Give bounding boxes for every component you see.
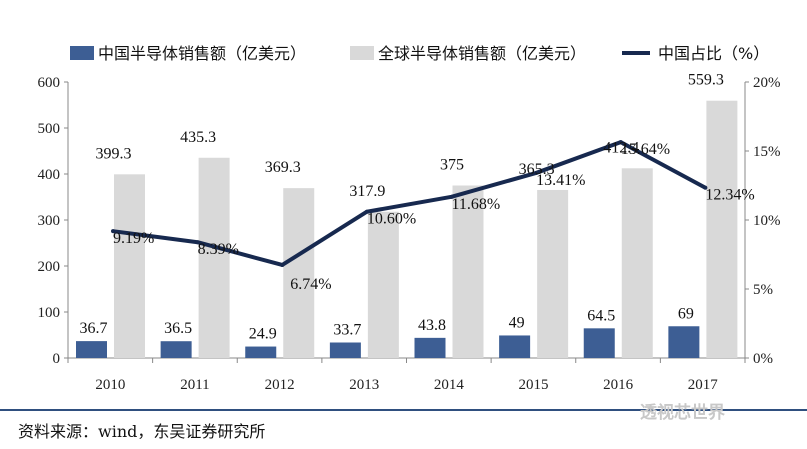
- y-left-tick-label: 0: [53, 351, 61, 367]
- data-label-global-sales: 317.9: [349, 183, 385, 200]
- source-note: 资料来源：wind，东吴证券研究所: [18, 422, 266, 441]
- bar-global-sales: [621, 168, 653, 358]
- data-label-global-sales: 412.4: [603, 139, 639, 156]
- bar-global-sales: [452, 185, 484, 358]
- bar-china-sales: [329, 342, 361, 358]
- data-label-global-sales: 559.3: [688, 72, 724, 89]
- bar-global-sales: [283, 188, 315, 358]
- data-label-china-sales: 64.5: [587, 307, 615, 324]
- y-left-tick-label: 300: [38, 213, 61, 229]
- y-left-tick-label: 200: [38, 259, 61, 275]
- y-left-tick-label: 400: [38, 167, 61, 183]
- legend-swatch: [350, 46, 374, 60]
- axes: 0 100 200 300 400 500 600 0% 5% 10% 15% 20% 2010 2011…: [38, 75, 781, 393]
- data-label-ratio: 9.19%: [113, 230, 154, 247]
- chart: 中国半导体销售额（亿美元） 全球半导体销售额（亿美元） 中国占比（%） 0 100 20…: [38, 44, 781, 393]
- data-label-china-sales: 33.7: [333, 321, 361, 338]
- footer-rule: [0, 409, 807, 411]
- ratio-point: [364, 209, 369, 214]
- ratio-point: [111, 229, 115, 234]
- y-right-tick-label: 15%: [753, 144, 781, 160]
- x-tick-label: 2013: [349, 377, 379, 393]
- x-tick-label: 2016: [603, 377, 634, 393]
- ratio-point: [195, 240, 200, 245]
- x-tick-label: 2010: [95, 377, 125, 393]
- data-label-ratio: 12.34%: [705, 187, 754, 204]
- bar-global-sales: [537, 189, 569, 358]
- ratio-point: [618, 140, 623, 145]
- watermark: 透视芯世界: [640, 403, 725, 423]
- data-label-global-sales: 365.3: [519, 161, 555, 178]
- bar-china-sales: [414, 337, 446, 358]
- data-label-china-sales: 69: [678, 305, 694, 322]
- bar-china-sales: [160, 341, 192, 358]
- y-right-tick-label: 20%: [753, 75, 781, 91]
- y-left-tick-label: 500: [38, 121, 61, 137]
- ratio-point: [534, 170, 539, 175]
- bars: [76, 100, 738, 359]
- data-label-china-sales: 36.7: [80, 320, 108, 337]
- data-label-ratio: 8.39%: [198, 241, 239, 258]
- data-label-global-sales: 375: [440, 157, 464, 174]
- y-right-tick-label: 10%: [753, 213, 781, 229]
- y-right-tick-label: 0%: [753, 351, 773, 367]
- bar-china-sales: [668, 326, 700, 358]
- bar-global-sales: [367, 211, 399, 358]
- x-tick-label: 2014: [434, 377, 465, 393]
- bar-global-sales: [114, 174, 145, 358]
- legend: 中国半导体销售额（亿美元） 全球半导体销售额（亿美元） 中国占比（%）: [70, 44, 769, 63]
- data-label-ratio: 13.41%: [536, 172, 585, 189]
- x-tick-label: 2015: [518, 377, 548, 393]
- ratio-point: [449, 194, 454, 199]
- y-left-tick-label: 600: [38, 75, 61, 91]
- bar-china-sales: [245, 346, 277, 358]
- bar-china-sales: [499, 335, 531, 358]
- legend-swatch: [70, 46, 94, 60]
- data-label-global-sales: 435.3: [180, 129, 216, 146]
- x-tick-label: 2011: [180, 377, 209, 393]
- y-left-tick-label: 100: [38, 305, 61, 321]
- data-label-china-sales: 36.5: [164, 320, 192, 337]
- data-label-china-sales: 24.9: [249, 326, 277, 343]
- bar-global-sales: [198, 157, 230, 358]
- bar-china-sales: [583, 328, 615, 358]
- data-labels: 36.7 399.3 36.5 435.3 24.9 369.3 33.7 317.9 43.8…: [80, 72, 755, 343]
- legend-label: 中国占比（%）: [658, 44, 769, 63]
- ratio-point: [703, 185, 708, 190]
- data-label-global-sales: 399.3: [96, 145, 132, 162]
- ratio-point: [280, 262, 285, 267]
- legend-label: 中国半导体销售额（亿美元）: [98, 44, 306, 63]
- legend-label: 全球半导体销售额（亿美元）: [378, 44, 586, 63]
- y-right-tick-label: 5%: [753, 282, 773, 298]
- bar-china-sales: [76, 341, 107, 358]
- data-label-china-sales: 43.8: [418, 317, 446, 334]
- data-label-ratio: 11.68%: [452, 196, 501, 213]
- ratio-line-path: [112, 140, 707, 267]
- data-label-global-sales: 369.3: [265, 159, 301, 176]
- data-label-ratio: 6.74%: [290, 276, 331, 293]
- x-tick-label: 2017: [688, 377, 719, 393]
- bar-global-sales: [706, 100, 738, 359]
- data-label-china-sales: 49: [509, 314, 525, 331]
- ratio-line: [111, 140, 708, 267]
- x-tick-label: 2012: [265, 377, 295, 393]
- data-label-ratio: 10.60%: [367, 211, 416, 228]
- data-label-ratio: 15.64%: [621, 141, 670, 158]
